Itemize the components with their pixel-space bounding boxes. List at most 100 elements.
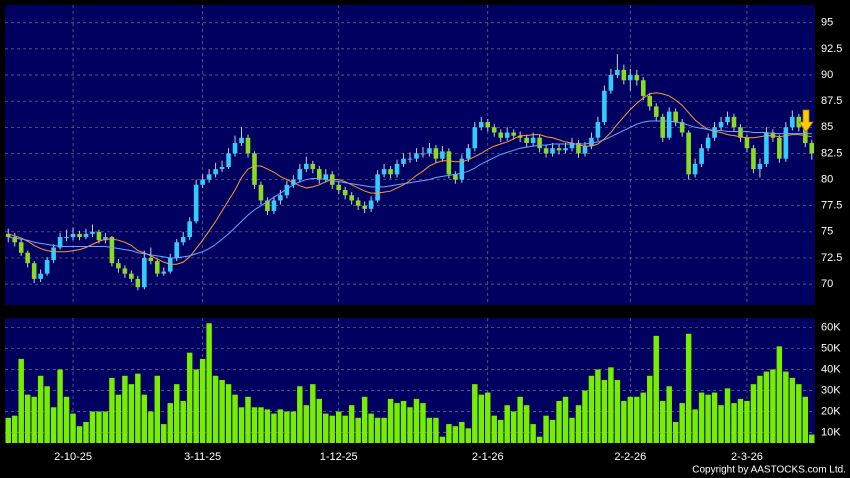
candle-body xyxy=(401,158,406,164)
candle-body xyxy=(556,148,562,151)
volume-bar xyxy=(796,384,802,443)
volume-bar xyxy=(672,421,679,443)
volume-bar xyxy=(368,413,374,443)
volume-bar xyxy=(497,419,504,443)
volume-bar xyxy=(802,396,809,443)
volume-bar xyxy=(595,369,601,443)
candle-body xyxy=(420,153,426,155)
candle-body xyxy=(686,132,691,175)
volume-bar xyxy=(446,424,452,443)
volume-bar xyxy=(96,411,102,443)
volume-bar xyxy=(18,358,24,443)
candle-body xyxy=(388,169,393,175)
candle-body xyxy=(563,148,568,151)
volume-bar xyxy=(621,400,627,443)
volume-bar xyxy=(199,358,206,443)
x-tick-label: 3-11-25 xyxy=(184,451,221,463)
candle-body xyxy=(511,132,516,136)
candle-body xyxy=(582,146,588,154)
candle-body xyxy=(25,252,30,264)
candle-body xyxy=(543,148,549,154)
candle-body xyxy=(38,273,43,279)
candle-body xyxy=(809,142,815,154)
y-tick-label: 77.5 xyxy=(821,200,842,212)
volume-bar xyxy=(504,405,510,443)
candle-body xyxy=(394,163,400,175)
y-tick-label: 50K xyxy=(821,342,841,354)
volume-bar xyxy=(251,407,258,443)
candle-body xyxy=(634,75,640,81)
volume-bar xyxy=(381,417,387,443)
signal-arrow xyxy=(798,109,814,133)
candle-body xyxy=(757,163,763,170)
volume-bar xyxy=(718,405,724,443)
candle-body xyxy=(57,237,63,248)
candle-body xyxy=(239,137,244,143)
volume-bar xyxy=(685,333,692,443)
volume-bar xyxy=(789,377,796,443)
candle-body xyxy=(122,268,128,274)
candle-body xyxy=(504,132,510,138)
candle-body xyxy=(666,111,672,138)
candle-body xyxy=(621,69,627,81)
candle-body xyxy=(109,237,115,264)
candle-body xyxy=(90,231,95,234)
candle-body xyxy=(12,237,18,243)
volume-bar xyxy=(277,409,284,443)
candle-body xyxy=(705,137,711,149)
volume-bar xyxy=(510,411,517,443)
candle-body xyxy=(692,163,698,175)
volume-bar xyxy=(219,379,225,443)
volume-bar xyxy=(335,411,342,443)
volume-bar xyxy=(400,400,407,443)
candle-body xyxy=(466,148,471,159)
candle-body xyxy=(232,142,238,154)
volume-bar xyxy=(128,384,135,443)
volume-bar xyxy=(11,415,18,443)
candle-body xyxy=(433,148,439,159)
volume-bar xyxy=(413,398,420,443)
volume-bar xyxy=(348,405,355,443)
volume-bar xyxy=(517,396,523,443)
volume-bar xyxy=(245,396,251,443)
volume-bar xyxy=(316,398,323,443)
candle-body xyxy=(18,242,24,253)
candle-body xyxy=(213,169,218,175)
volume-bar xyxy=(264,409,271,443)
x-tick-label: 2-2-26 xyxy=(614,451,646,463)
candle-body xyxy=(336,184,342,191)
volume-bar xyxy=(698,392,705,443)
candle-body xyxy=(725,116,730,123)
candle-body xyxy=(206,174,212,180)
candle-body xyxy=(219,167,225,170)
volume-bar xyxy=(757,375,763,443)
volume-bar xyxy=(212,375,219,443)
volume-bar xyxy=(76,426,83,443)
candle-body xyxy=(77,233,82,238)
candle-body xyxy=(530,137,536,143)
volume-bar xyxy=(809,434,815,443)
candle-body xyxy=(640,80,646,96)
candle-body xyxy=(193,184,199,222)
candle-body xyxy=(174,242,180,258)
candle-body xyxy=(316,169,322,180)
volume-bar xyxy=(465,428,472,443)
volume-bar xyxy=(37,375,44,443)
candle-body xyxy=(589,137,594,147)
candle-body xyxy=(51,247,56,261)
x-tick-label: 2-1-26 xyxy=(472,451,504,463)
volume-bar xyxy=(342,415,348,443)
volume-bar xyxy=(647,375,653,443)
volume-bar xyxy=(562,396,569,443)
candle-body xyxy=(200,179,205,185)
volume-bar xyxy=(355,417,361,443)
candle-body xyxy=(524,137,529,143)
volume-bar xyxy=(472,384,478,443)
volume-bar xyxy=(31,396,37,443)
volume-bar xyxy=(271,413,277,443)
volume-bar xyxy=(394,403,400,443)
volume-bar xyxy=(5,417,11,443)
y-tick-label: 60K xyxy=(821,321,841,333)
plot-layer: 70 72.5 75 77.5 80 82.5 85 87.5 90 92.5 95 10K 20K 30… xyxy=(5,5,842,463)
volume-bar xyxy=(582,390,588,443)
